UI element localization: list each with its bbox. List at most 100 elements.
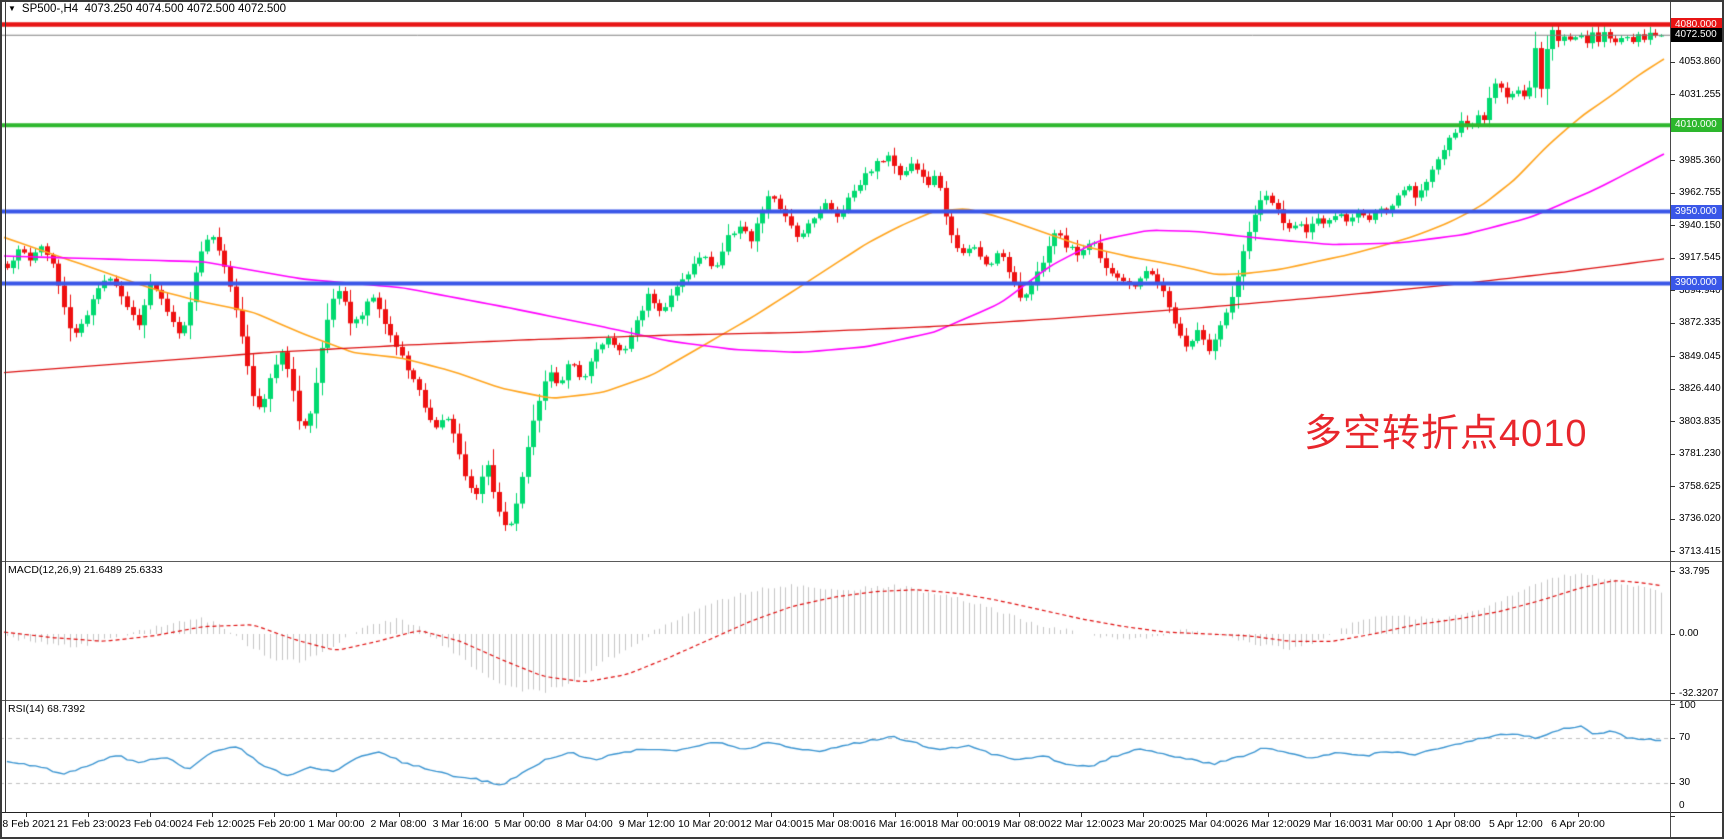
- time-axis-tick: [398, 813, 400, 817]
- y-axis-tick-label: 3962.755: [1679, 187, 1721, 199]
- time-axis-tick: [1391, 813, 1393, 817]
- time-axis-label: 16 Mar 16:00: [864, 818, 927, 830]
- time-axis-tick: [708, 813, 710, 817]
- rsi-axis-label: 0: [1679, 800, 1685, 811]
- y-axis-tick-label: 3803.835: [1679, 415, 1721, 427]
- axis-tick: [1670, 453, 1675, 455]
- y-axis-tick-label: 3985.360: [1679, 154, 1721, 166]
- main-chart-canvas[interactable]: [0, 0, 1670, 561]
- time-axis-tick: [150, 813, 152, 817]
- time-axis-label: 22 Mar 12:00: [1050, 818, 1113, 830]
- time-axis-label: 9 Mar 12:00: [618, 818, 675, 830]
- rsi-axis-label: 30: [1679, 777, 1691, 788]
- time-axis-tick: [1578, 813, 1579, 817]
- axis-tick: [1670, 551, 1675, 553]
- time-axis-label: 31 Mar 00:00: [1360, 818, 1423, 830]
- axis-tick: [1670, 225, 1675, 227]
- time-axis-label: 23 Feb 04:00: [119, 818, 182, 830]
- time-axis-tick: [1453, 813, 1455, 817]
- y-axis-tick-label: 3781.230: [1679, 448, 1721, 460]
- time-axis[interactable]: [0, 813, 1724, 839]
- macd-axis-label: 0.00: [1679, 628, 1699, 639]
- time-axis-label: 2 Mar 08:00: [370, 818, 427, 830]
- rsi-canvas[interactable]: [0, 701, 1670, 812]
- panel-separator: [0, 812, 1724, 813]
- y-axis-tick-label: 3713.415: [1679, 545, 1721, 557]
- axis-tick: [1670, 782, 1675, 784]
- price-badge: 4010.000: [1671, 118, 1724, 133]
- time-axis-tick: [1515, 813, 1517, 817]
- time-axis-label: 5 Apr 12:00: [1489, 818, 1543, 830]
- y-axis-tick-label: 4031.255: [1679, 88, 1721, 100]
- main-chart-panel: [0, 0, 1670, 561]
- time-axis-tick: [460, 813, 462, 817]
- time-axis-tick: [522, 813, 524, 817]
- macd-values: 21.6489 25.6333: [83, 564, 163, 576]
- axis-tick: [1670, 160, 1675, 162]
- rsi-axis-label: 100: [1679, 700, 1696, 711]
- expand-arrow-icon[interactable]: ▼: [8, 4, 16, 13]
- axis-tick: [1670, 571, 1675, 573]
- time-axis-tick: [895, 813, 897, 817]
- axis-tick: [1670, 421, 1675, 423]
- axis-tick: [1670, 388, 1675, 390]
- time-axis-label: 8 Mar 04:00: [556, 818, 613, 830]
- time-axis-label: 21 Feb 23:00: [57, 818, 120, 830]
- time-axis-label: 18 Mar 00:00: [926, 818, 989, 830]
- macd-canvas[interactable]: [0, 562, 1670, 700]
- axis-separator: [1670, 0, 1671, 839]
- y-axis-tick-label: 3872.335: [1679, 317, 1721, 329]
- annotation-text[interactable]: 多空转折点4010: [1304, 413, 1588, 455]
- axis-tick: [1670, 322, 1675, 324]
- macd-name: MACD(12,26,9): [8, 564, 81, 576]
- time-axis-tick: [1267, 813, 1269, 817]
- y-axis-tick-label: 3826.440: [1679, 383, 1721, 395]
- time-axis-label: 19 Mar 08:00: [988, 818, 1051, 830]
- time-axis-label: 25 Mar 04:00: [1174, 818, 1237, 830]
- ohlc-values: 4073.250 4074.500 4072.500 4072.500: [84, 3, 287, 15]
- y-axis-tick-label: 3940.150: [1679, 219, 1721, 231]
- axis-tick: [1670, 693, 1675, 695]
- time-axis-label: 29 Mar 16:00: [1298, 818, 1361, 830]
- time-axis-label: 5 Mar 00:00: [494, 818, 551, 830]
- time-axis-tick: [88, 813, 90, 817]
- y-axis-tick-label: 3736.020: [1679, 513, 1721, 525]
- time-axis-tick: [1019, 813, 1021, 817]
- time-axis-label: 26 Mar 12:00: [1236, 818, 1299, 830]
- time-axis-tick: [833, 813, 834, 817]
- time-axis-tick: [957, 813, 959, 817]
- rsi-label: RSI(14) 68.7392: [8, 703, 85, 715]
- rsi-name: RSI(14): [8, 703, 45, 715]
- y-axis-tick-label: 3917.545: [1679, 252, 1721, 264]
- panel-separator: [0, 561, 1724, 562]
- y-axis-tick-label: 3849.045: [1679, 350, 1721, 362]
- time-axis-tick: [1205, 813, 1207, 817]
- axis-tick: [1670, 290, 1675, 292]
- time-axis-tick: [212, 813, 214, 817]
- time-axis-tick: [336, 813, 338, 817]
- price-badge: 4072.500: [1671, 28, 1724, 43]
- chart-header: ▼ SP500-,H4 4073.250 4074.500 4072.500 40…: [8, 3, 286, 15]
- time-axis-label: 25 Feb 20:00: [243, 818, 306, 830]
- y-axis-tick-label: 3758.625: [1679, 480, 1721, 492]
- axis-tick: [1670, 192, 1675, 194]
- price-badge: 4080.000: [1671, 17, 1724, 32]
- axis-tick: [1670, 257, 1675, 259]
- time-axis-tick: [26, 813, 27, 817]
- axis-tick: [1670, 703, 1675, 705]
- time-axis-tick: [1143, 813, 1145, 817]
- time-axis-label: 1 Mar 00:00: [308, 818, 365, 830]
- time-axis-label: 23 Mar 20:00: [1112, 818, 1175, 830]
- axis-tick: [1670, 816, 1675, 818]
- time-axis-label: 3 Mar 16:00: [432, 818, 489, 830]
- axis-tick: [1670, 518, 1675, 520]
- time-axis-tick: [1081, 813, 1083, 817]
- macd-panel: [0, 562, 1724, 700]
- time-axis-tick: [274, 813, 276, 817]
- time-axis-tick: [1329, 813, 1331, 817]
- axis-tick: [1670, 486, 1675, 488]
- rsi-value: 68.7392: [47, 703, 86, 715]
- axis-tick: [1670, 633, 1675, 635]
- y-axis-tick-label: 4053.860: [1679, 56, 1721, 68]
